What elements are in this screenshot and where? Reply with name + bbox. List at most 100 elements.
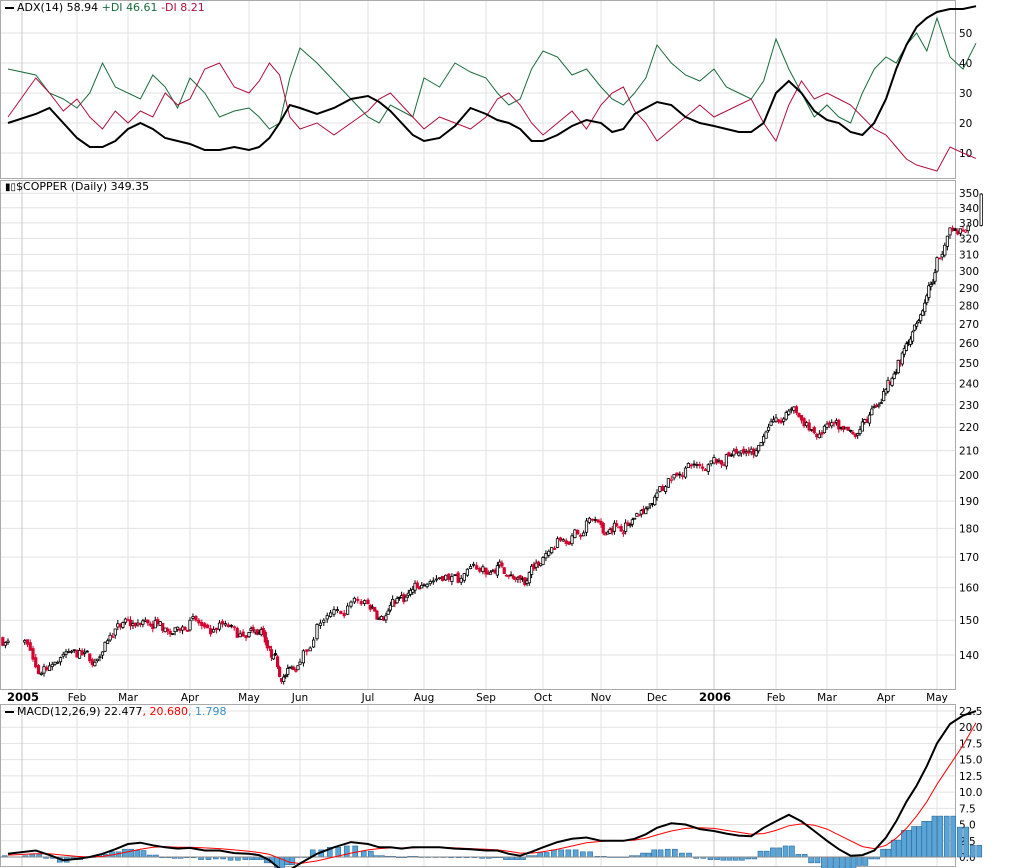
candle-body bbox=[175, 626, 180, 630]
candle-body bbox=[244, 635, 248, 639]
candle-body bbox=[771, 419, 776, 423]
candle-body bbox=[80, 650, 84, 656]
candle-body bbox=[456, 572, 460, 583]
candle-body bbox=[98, 656, 102, 659]
macd-histogram-bar bbox=[651, 849, 658, 858]
candle-body bbox=[168, 630, 172, 635]
candle-body bbox=[547, 550, 551, 556]
adx-axis-label: 20 bbox=[959, 118, 972, 130]
candle-body bbox=[544, 553, 548, 559]
macd-histogram-bar bbox=[850, 856, 857, 868]
candle-body bbox=[332, 609, 336, 615]
macd-axis-label: 5.0 bbox=[959, 820, 976, 832]
candle-body bbox=[45, 667, 49, 670]
macd-axis-label: 12.5 bbox=[959, 771, 982, 783]
macd-histogram-bar bbox=[976, 845, 983, 858]
adx-line bbox=[7, 5, 977, 152]
macd-histogram-bar bbox=[686, 852, 692, 858]
month-label: 2006 bbox=[699, 690, 731, 704]
candle-body bbox=[322, 619, 326, 623]
candle-body bbox=[837, 419, 841, 430]
candle-body bbox=[511, 575, 515, 579]
macd-histogram-bar bbox=[969, 845, 976, 858]
candle-body bbox=[621, 532, 626, 535]
candle-body bbox=[825, 423, 829, 428]
candle-body bbox=[555, 538, 560, 548]
candle-body bbox=[384, 615, 388, 621]
candle-body bbox=[509, 574, 513, 577]
adx-legend: ADX(14) 58.94 +DI 46.61 -DI 8.21 bbox=[5, 1, 205, 14]
candle-body bbox=[315, 624, 319, 640]
candle-body bbox=[923, 302, 927, 313]
candle-body bbox=[590, 518, 594, 521]
candle-body bbox=[681, 475, 685, 477]
candle-body bbox=[133, 622, 138, 627]
candle-body bbox=[50, 663, 54, 667]
candle-body bbox=[277, 667, 282, 677]
candle-body bbox=[148, 623, 152, 626]
candle-body bbox=[183, 626, 187, 631]
candle-body bbox=[747, 450, 751, 454]
month-label: Aug bbox=[414, 692, 435, 704]
month-label: Apr bbox=[877, 692, 896, 704]
candle-body bbox=[34, 657, 38, 668]
candle-body bbox=[153, 620, 157, 629]
candle-body bbox=[910, 331, 915, 342]
candle-body bbox=[339, 611, 343, 614]
candle-body bbox=[69, 650, 74, 653]
candle-body bbox=[103, 641, 107, 652]
macd-histogram-bar bbox=[911, 826, 917, 858]
candle-body bbox=[812, 427, 816, 434]
candle-body bbox=[434, 578, 439, 581]
plus-di-value: 46.61 bbox=[126, 1, 158, 14]
candle-body bbox=[161, 622, 165, 631]
candle-body bbox=[462, 573, 466, 581]
macd-histogram-bar bbox=[664, 848, 671, 858]
candle-body bbox=[792, 406, 796, 411]
candle-body bbox=[734, 448, 738, 454]
macd-value: 22.477 bbox=[104, 705, 143, 718]
candle-body bbox=[294, 669, 298, 672]
candles bbox=[1, 193, 983, 685]
candle-body bbox=[388, 604, 393, 611]
candle-body bbox=[141, 620, 145, 625]
macd-histogram-bar bbox=[950, 815, 957, 858]
macd-histogram-bar bbox=[844, 856, 851, 868]
price-title: $COPPER (Daily) bbox=[16, 180, 108, 193]
candle-body bbox=[860, 421, 865, 432]
candle-body bbox=[752, 448, 756, 455]
candle-body bbox=[953, 228, 957, 231]
candle-body bbox=[203, 623, 207, 628]
price-axis-label: 210 bbox=[959, 446, 979, 458]
macd-histogram-bar bbox=[885, 848, 892, 858]
price-axis-label: 330 bbox=[959, 218, 979, 230]
macd-histogram-bar bbox=[558, 849, 564, 858]
candle-body bbox=[655, 492, 659, 498]
candle-body bbox=[919, 314, 923, 322]
candle-body bbox=[345, 605, 350, 615]
candle-body bbox=[722, 464, 726, 467]
candle-body bbox=[912, 324, 917, 331]
candle-body bbox=[724, 454, 729, 467]
candle-body bbox=[335, 609, 340, 611]
candle-body bbox=[698, 464, 702, 467]
candle-body bbox=[582, 532, 586, 537]
price-legend: ▮▯$COPPER (Daily) 349.35 bbox=[5, 180, 149, 193]
candle-body bbox=[126, 619, 130, 621]
candle-body bbox=[220, 621, 225, 625]
candle-body bbox=[269, 649, 274, 658]
candle-body bbox=[779, 420, 783, 424]
candle-body bbox=[601, 523, 605, 534]
macd-histogram-bar bbox=[776, 847, 782, 858]
macd-histogram-bar bbox=[963, 826, 970, 858]
candle-body bbox=[217, 622, 222, 630]
candle-body bbox=[232, 626, 236, 629]
candle-body bbox=[872, 406, 876, 408]
candle-body bbox=[305, 649, 309, 652]
candle-body bbox=[166, 628, 170, 632]
candle-body bbox=[966, 225, 970, 232]
candle-body bbox=[123, 618, 128, 623]
candle-body bbox=[940, 253, 944, 258]
macd-histogram-bar bbox=[943, 815, 950, 858]
candle-body bbox=[447, 573, 451, 580]
